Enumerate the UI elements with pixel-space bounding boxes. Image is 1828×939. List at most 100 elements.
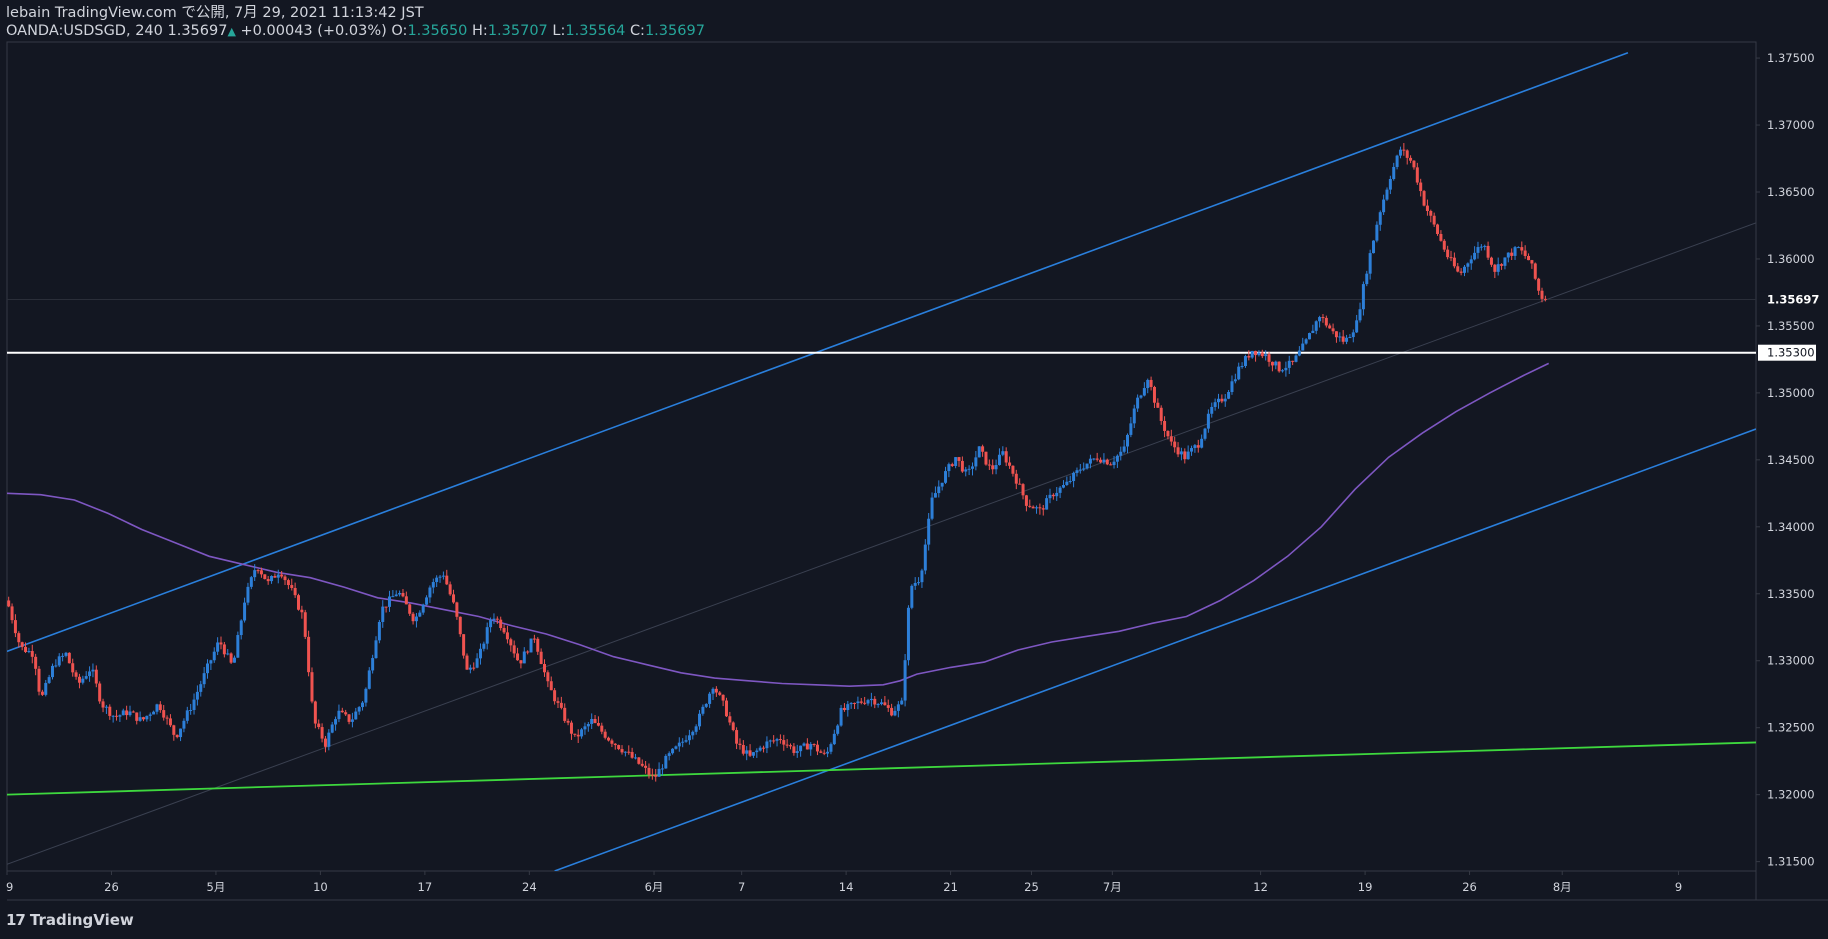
candle-body	[920, 570, 924, 583]
publish-info: lebain TradingView.com で公開, 7月 29, 2021 …	[6, 5, 424, 21]
candle-body	[1008, 462, 1012, 466]
candle-body	[573, 733, 577, 735]
candle-body	[88, 671, 92, 677]
candle-body	[1159, 407, 1163, 421]
y-tick-label: 1.37000	[1767, 118, 1815, 132]
candle-body	[1345, 337, 1349, 342]
candle-body	[1476, 247, 1480, 253]
candle-body	[967, 468, 971, 470]
candle-body	[337, 710, 341, 720]
candle-body	[522, 651, 526, 664]
candle-body	[856, 701, 860, 704]
candle-body	[586, 723, 590, 727]
candle-body	[199, 684, 203, 692]
candle-body	[812, 744, 816, 746]
candle-body	[1432, 215, 1436, 225]
x-tick-label: 9	[1675, 880, 1682, 894]
candle-body	[138, 717, 142, 721]
candle-body	[1163, 420, 1167, 431]
candle-body	[623, 751, 627, 753]
candle-body	[603, 731, 607, 738]
level-badge	[1758, 344, 1816, 361]
y-tick-label: 1.32500	[1767, 721, 1815, 735]
candle-body	[1442, 240, 1446, 250]
candle-body	[1270, 361, 1274, 366]
candle-body	[24, 646, 28, 652]
candle-body	[455, 602, 459, 617]
candle-body	[671, 748, 675, 754]
candle-body	[276, 574, 280, 578]
candle-body	[950, 464, 954, 466]
candle-body	[1072, 472, 1076, 482]
candle-body	[613, 743, 617, 746]
candle-body	[367, 670, 371, 689]
candle-body	[118, 715, 122, 717]
candle-body	[152, 711, 156, 715]
plot-frame	[6, 41, 1757, 872]
candle-body	[313, 701, 317, 724]
candle-body	[1193, 445, 1197, 449]
candle-body	[1024, 495, 1028, 506]
candle-body	[1223, 398, 1227, 402]
candle-body	[1119, 451, 1123, 456]
candle-body	[805, 743, 809, 750]
candle-body	[1257, 352, 1261, 356]
candle-body	[977, 446, 981, 458]
y-tick-label: 1.36500	[1767, 185, 1815, 199]
candle-body	[741, 745, 745, 754]
candle-body	[377, 621, 381, 641]
candle-body	[772, 740, 776, 742]
candle-body	[1338, 336, 1342, 338]
candle-body	[917, 582, 921, 584]
candle-body	[492, 618, 496, 621]
candle-body	[1129, 423, 1133, 435]
candle-body	[1540, 290, 1544, 299]
candle-body	[600, 725, 604, 732]
candle-body	[27, 651, 31, 653]
candle-body	[1115, 455, 1119, 462]
high-label: H:	[472, 23, 488, 39]
candle-body	[30, 651, 34, 657]
candle-body	[374, 640, 378, 659]
candle-body	[1358, 309, 1362, 321]
candle-body	[206, 663, 210, 674]
chart-header: lebain TradingView.com で公開, 7月 29, 2021 …	[6, 4, 705, 41]
plot-area	[7, 51, 1756, 871]
y-tick-label: 1.35500	[1767, 319, 1815, 333]
channel-lower	[554, 428, 1756, 871]
candle-body	[121, 710, 125, 716]
candle-body	[549, 681, 553, 691]
ohlc-legend: OANDA:USDSGD, 240 1.35697▲ +0.00043 (+0.…	[6, 22, 705, 41]
candle-body	[448, 584, 452, 595]
candle-body	[57, 656, 61, 666]
candle-body	[50, 665, 54, 678]
candle-body	[243, 602, 247, 621]
candle-body	[1213, 402, 1217, 407]
candle-body	[91, 669, 95, 672]
candle-body	[1351, 332, 1355, 338]
candle-body	[64, 652, 68, 656]
candle-body	[1281, 370, 1285, 372]
candle-body	[1516, 247, 1520, 249]
candle-body	[273, 576, 277, 578]
candle-body	[873, 698, 877, 705]
x-tick-label: 8月	[1553, 880, 1572, 894]
candle-body	[148, 714, 152, 716]
candle-body	[1274, 361, 1278, 366]
candle-body	[485, 627, 489, 644]
candle-body	[532, 638, 536, 640]
candle-body	[1243, 356, 1247, 367]
candle-body	[37, 668, 41, 692]
candle-body	[1500, 264, 1504, 266]
candle-body	[964, 469, 968, 472]
candle-body	[1109, 464, 1113, 466]
tradingview-logo[interactable]: 𝟭𝟳 TradingView	[6, 911, 134, 929]
candle-body	[10, 606, 14, 621]
candles	[7, 143, 1547, 782]
symbol-label[interactable]: OANDA:USDSGD, 240	[6, 23, 163, 39]
candle-body	[681, 741, 685, 743]
candle-body	[923, 544, 927, 571]
candle-body	[489, 620, 493, 628]
candle-body	[839, 707, 843, 726]
